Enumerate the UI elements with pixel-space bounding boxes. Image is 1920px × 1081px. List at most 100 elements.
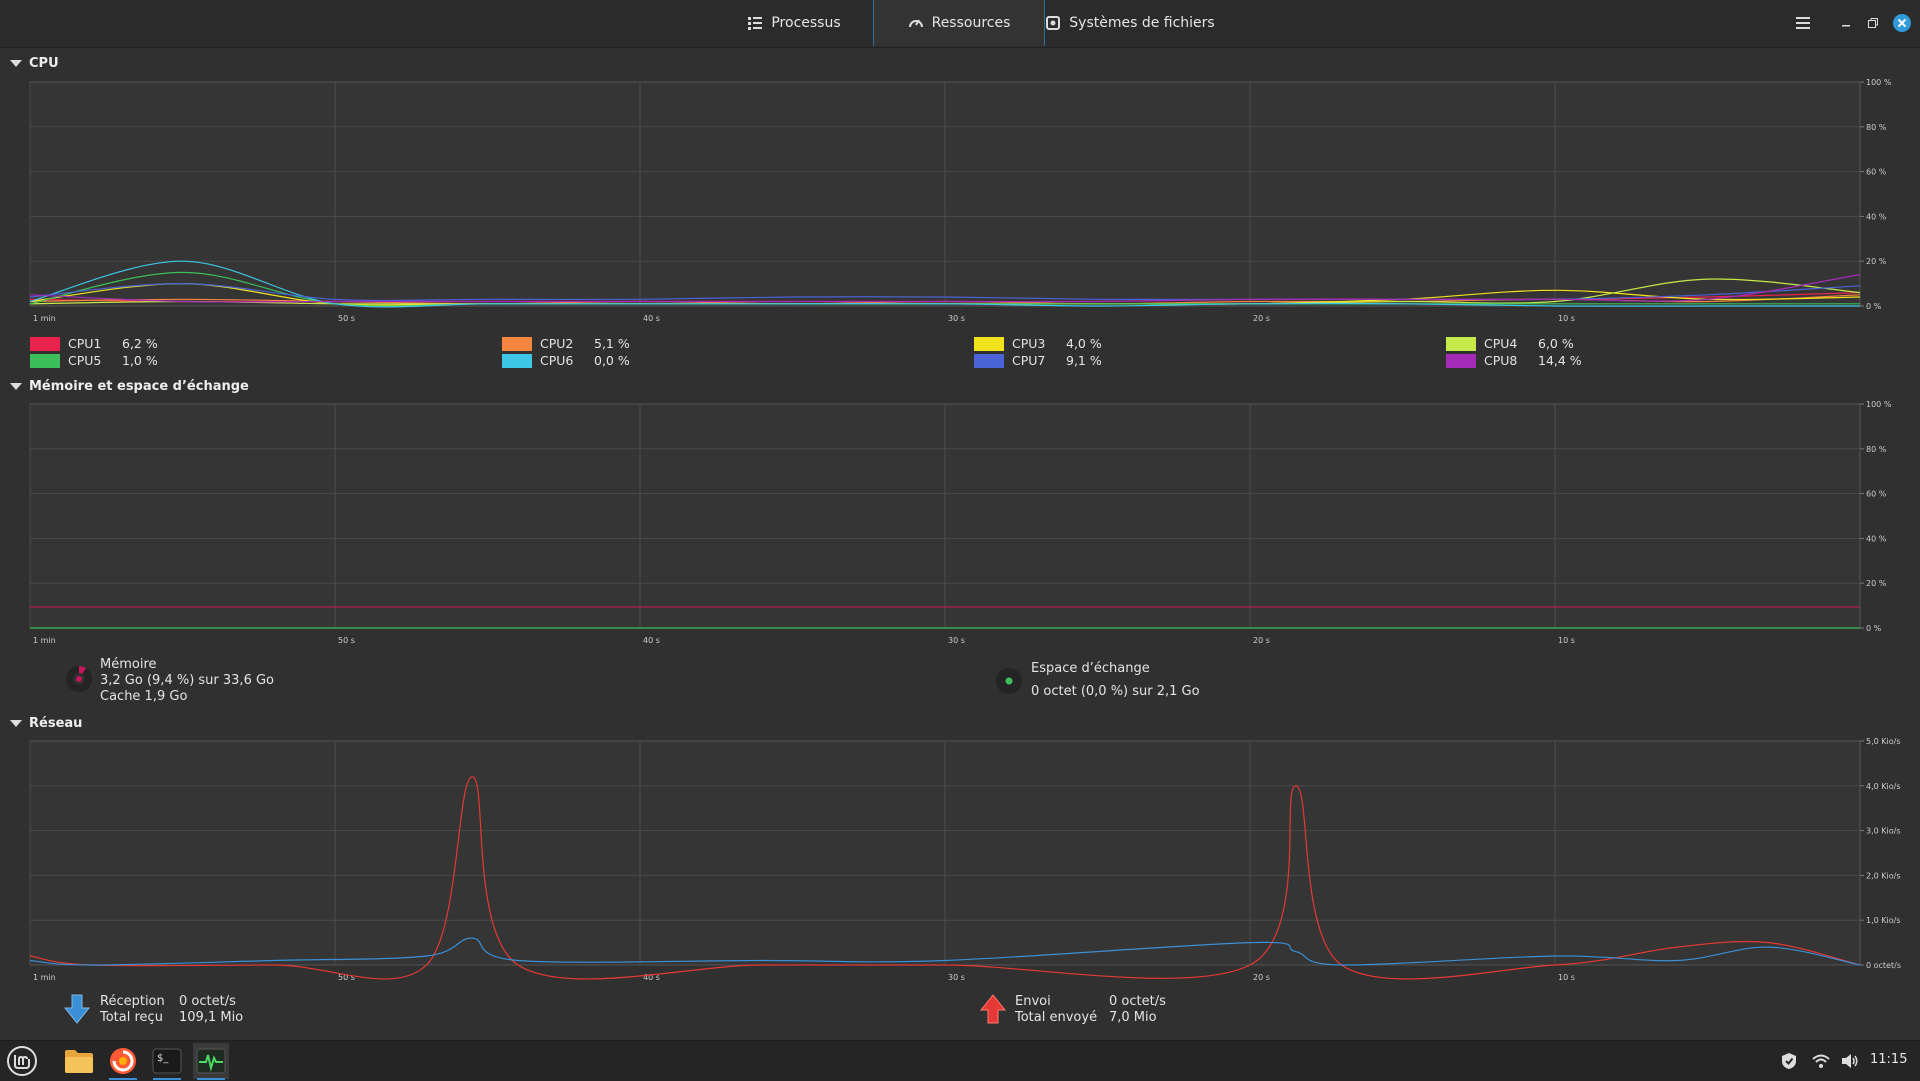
total-sent-label: Total envoyé xyxy=(1015,1010,1098,1025)
x-tick-label: 30 s xyxy=(948,314,965,323)
legend-item-cpu3[interactable]: CPU3 4,0 % xyxy=(974,336,1102,351)
terminal-button[interactable]: $_ xyxy=(149,1043,185,1080)
x-tick-label: 1 min xyxy=(33,973,56,982)
legend-item-cpu5[interactable]: CPU5 1,0 % xyxy=(30,353,158,368)
color-swatch[interactable] xyxy=(974,353,1004,368)
volume-icon xyxy=(1842,1054,1858,1068)
legend-item-cpu7[interactable]: CPU7 9,1 % xyxy=(974,353,1102,368)
firefox-icon xyxy=(110,1048,136,1074)
x-tick-label: 20 s xyxy=(1253,973,1270,982)
color-swatch[interactable] xyxy=(502,353,532,368)
tab-ressources[interactable]: Ressources xyxy=(873,0,1045,46)
legend-item-cpu4[interactable]: CPU4 6,0 % xyxy=(1446,336,1574,351)
legend-value: 1,0 % xyxy=(122,353,158,368)
legend-name: CPU7 xyxy=(1012,353,1046,368)
legend-value: 5,1 % xyxy=(594,336,630,351)
close-button[interactable] xyxy=(1889,10,1915,36)
legend-item-cpu6[interactable]: CPU6 0,0 % xyxy=(502,353,630,368)
color-swatch[interactable] xyxy=(30,336,60,351)
receive-label: Réception xyxy=(100,994,165,1009)
legend-value: 0,0 % xyxy=(594,353,630,368)
memory-pie-icon xyxy=(66,666,92,692)
legend-name: CPU1 xyxy=(68,336,102,351)
title-bar: Processus Ressources Systèmes de fichier… xyxy=(0,0,1920,48)
minimize-icon xyxy=(1842,25,1850,27)
x-tick-label: 10 s xyxy=(1558,636,1575,645)
legend-item-cpu8[interactable]: CPU8 14,4 % xyxy=(1446,353,1582,368)
restore-icon xyxy=(1868,18,1878,28)
maximize-button[interactable] xyxy=(1860,10,1886,36)
x-tick-label: 30 s xyxy=(948,636,965,645)
y-tick-label: 1,0 Kio/s xyxy=(1866,916,1901,925)
receive-info: Réception 0 octet/s Total reçu 109,1 Mio xyxy=(100,994,243,1026)
arrow-up-icon xyxy=(979,994,1007,1024)
legend-name: CPU2 xyxy=(540,336,574,351)
start-menu-button[interactable] xyxy=(4,1043,40,1079)
x-tick-label: 40 s xyxy=(643,973,660,982)
cpu-section-header[interactable]: CPU xyxy=(10,56,59,71)
total-received-value: 109,1 Mio xyxy=(179,1010,244,1025)
color-swatch[interactable] xyxy=(502,336,532,351)
legend-name: CPU8 xyxy=(1484,353,1518,368)
memory-info: Mémoire 3,2 Go (9,4 %) sur 33,6 Go Cache… xyxy=(100,657,274,705)
wifi-icon xyxy=(1812,1054,1830,1068)
legend-value: 6,0 % xyxy=(1538,336,1574,351)
legend-value: 6,2 % xyxy=(122,336,158,351)
tab-systemes-de-fichiers[interactable]: Systèmes de fichiers xyxy=(1045,0,1215,46)
gauge-icon xyxy=(908,19,923,28)
send-info: Envoi 0 octet/s Total envoyé 7,0 Mio xyxy=(1015,994,1166,1026)
color-swatch[interactable] xyxy=(1446,353,1476,368)
color-swatch[interactable] xyxy=(1446,336,1476,351)
receive-value: 0 octet/s xyxy=(179,994,236,1009)
shield-icon xyxy=(1782,1053,1796,1069)
color-swatch[interactable] xyxy=(974,336,1004,351)
clock[interactable]: 11:15 xyxy=(1870,1052,1908,1067)
memory-value: 3,2 Go (9,4 %) sur 33,6 Go xyxy=(100,673,274,688)
disk-icon xyxy=(1046,16,1061,30)
x-tick-label: 20 s xyxy=(1253,314,1270,323)
network-tray-button[interactable] xyxy=(1808,1043,1834,1079)
svg-text:$_: $_ xyxy=(157,1053,169,1064)
list-icon xyxy=(748,17,763,30)
memory-cache: Cache 1,9 Go xyxy=(100,689,188,704)
section-title: Mémoire et espace d’échange xyxy=(29,379,249,394)
total-received-label: Total reçu xyxy=(100,1010,163,1025)
x-tick-label: 1 min xyxy=(33,636,56,645)
x-tick-label: 20 s xyxy=(1253,636,1270,645)
memory-section-header[interactable]: Mémoire et espace d’échange xyxy=(10,379,249,394)
cpu-series-cpu8 xyxy=(29,274,1861,303)
legend-item-cpu1[interactable]: CPU1 6,2 % xyxy=(30,336,158,351)
volume-tray-button[interactable] xyxy=(1837,1043,1863,1079)
y-tick-label: 0 % xyxy=(1866,624,1882,633)
security-tray-button[interactable] xyxy=(1776,1043,1802,1079)
x-tick-label: 10 s xyxy=(1558,314,1575,323)
system-monitor-button[interactable] xyxy=(193,1043,229,1080)
network-series-envoi xyxy=(29,776,1861,980)
legend-name: CPU6 xyxy=(540,353,574,368)
section-title: CPU xyxy=(29,56,59,71)
legend-value: 9,1 % xyxy=(1066,353,1102,368)
legend-item-cpu2[interactable]: CPU2 5,1 % xyxy=(502,336,630,351)
collapse-arrow-icon xyxy=(10,60,22,67)
firefox-button[interactable] xyxy=(105,1043,141,1080)
x-tick-label: 40 s xyxy=(643,636,660,645)
x-tick-label: 1 min xyxy=(33,314,56,323)
legend-name: CPU5 xyxy=(68,353,102,368)
minimize-button[interactable] xyxy=(1833,10,1859,36)
color-swatch[interactable] xyxy=(30,353,60,368)
y-tick-label: 40 % xyxy=(1866,212,1887,221)
network-section-header[interactable]: Réseau xyxy=(10,716,82,731)
y-tick-label: 80 % xyxy=(1866,445,1887,454)
file-manager-button[interactable] xyxy=(61,1043,97,1079)
y-tick-label: 100 % xyxy=(1866,78,1892,87)
swap-value: 0 octet (0,0 %) sur 2,1 Go xyxy=(1031,684,1200,699)
tab-processus[interactable]: Processus xyxy=(715,0,873,46)
mint-logo-icon xyxy=(7,1046,37,1076)
hamburger-menu-button[interactable] xyxy=(1790,10,1816,36)
y-tick-label: 0 % xyxy=(1866,302,1882,311)
y-tick-label: 20 % xyxy=(1866,579,1887,588)
taskbar: $_ 11:15 xyxy=(0,1040,1920,1081)
memory-pie xyxy=(64,664,94,698)
tab-label: Processus xyxy=(771,15,841,31)
y-tick-label: 40 % xyxy=(1866,534,1887,543)
